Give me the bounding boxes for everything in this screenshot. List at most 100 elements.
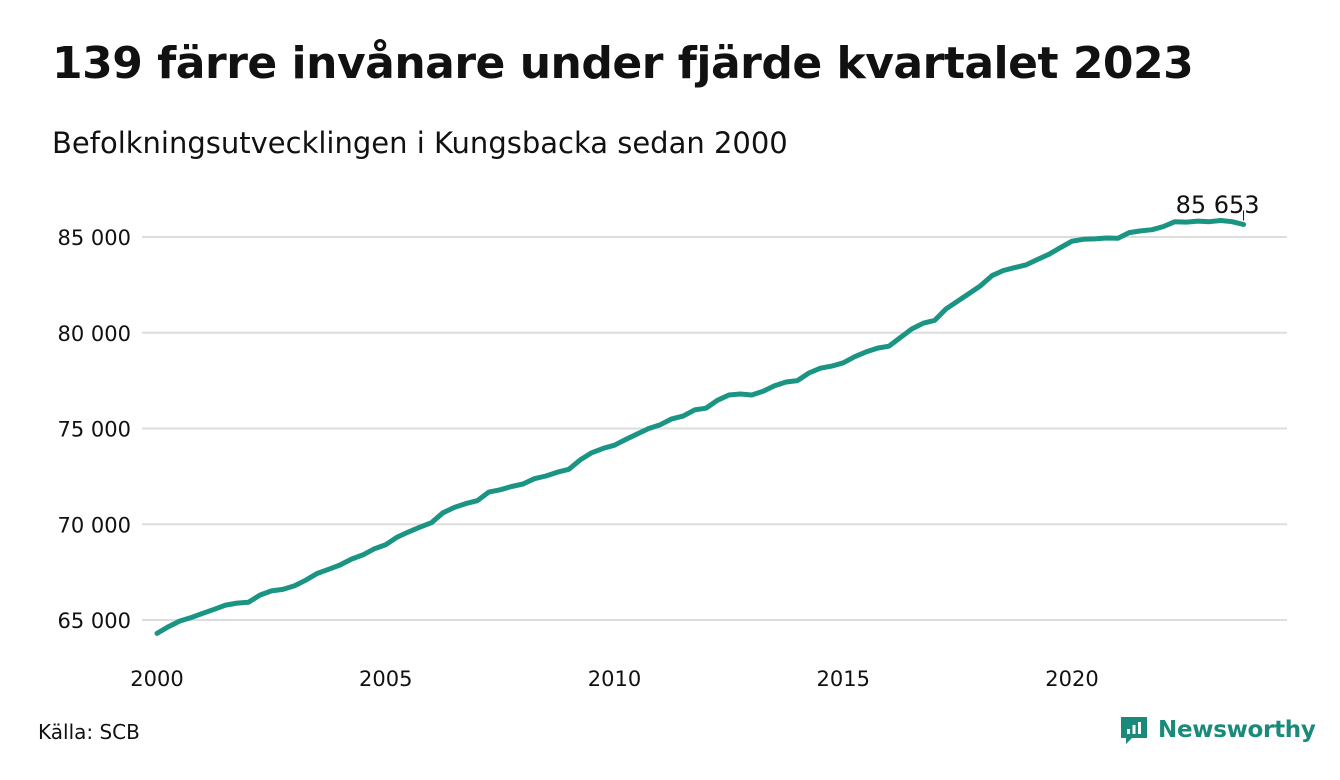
data-point (303, 578, 308, 583)
data-point (921, 321, 926, 326)
data-point (864, 349, 869, 354)
data-point (1001, 268, 1006, 273)
data-point (875, 346, 880, 351)
data-point (1230, 219, 1235, 224)
data-point (1172, 219, 1177, 224)
data-point (761, 389, 766, 394)
data-point (715, 398, 720, 403)
series-line (154, 218, 1247, 636)
data-point (509, 484, 514, 489)
data-point (578, 457, 583, 462)
last-value-annotation: 85 653 (1176, 191, 1260, 221)
data-point (1161, 224, 1166, 229)
data-point (1127, 230, 1132, 235)
data-point (795, 378, 800, 383)
data-point (543, 473, 548, 478)
data-point (406, 529, 411, 534)
data-point (772, 383, 777, 388)
data-point (1150, 227, 1155, 232)
data-point (978, 283, 983, 288)
data-point (280, 587, 285, 592)
data-point (521, 482, 526, 487)
y-axis-tick-labels: 65 000 70 000 75 000 80 000 85 000 (58, 226, 131, 633)
data-point (646, 426, 651, 431)
data-point (1195, 219, 1200, 224)
y-tick-label: 75 000 (58, 418, 131, 442)
annotation-label: 85 653 (1176, 191, 1260, 219)
data-point (383, 542, 388, 547)
y-tick-label: 65 000 (58, 609, 131, 633)
data-point (1047, 252, 1052, 257)
data-point (555, 470, 560, 475)
data-point (955, 299, 960, 304)
data-point (440, 510, 445, 515)
data-point (155, 631, 160, 636)
x-tick-label: 2010 (588, 667, 641, 691)
data-point (909, 326, 914, 331)
data-point (738, 392, 743, 397)
data-point (818, 366, 823, 371)
data-point (944, 306, 949, 311)
data-point (658, 422, 663, 427)
data-point (326, 567, 331, 572)
data-point (1081, 237, 1086, 242)
data-point (269, 588, 274, 593)
data-point (967, 291, 972, 296)
x-axis-tick-labels: 2000 2005 2010 2015 2020 (130, 667, 1098, 691)
data-point (372, 546, 377, 551)
data-point (200, 611, 205, 616)
data-point (246, 600, 251, 605)
data-point (429, 520, 434, 525)
data-point (887, 344, 892, 349)
data-point (1241, 222, 1246, 227)
data-point (223, 603, 228, 608)
data-point (360, 552, 365, 557)
data-point (212, 607, 217, 612)
data-point (475, 498, 480, 503)
data-point (1138, 228, 1143, 233)
chart-subtitle: Befolkningsutvecklingen i Kungsbacka sed… (52, 126, 788, 160)
data-point (612, 443, 617, 448)
data-point (1070, 239, 1075, 244)
data-point (1115, 236, 1120, 241)
data-point (1024, 262, 1029, 267)
newsworthy-chart-bubble-icon (1121, 717, 1147, 744)
data-point (601, 446, 606, 451)
data-point (669, 416, 674, 421)
x-tick-label: 2000 (130, 667, 183, 691)
data-point (566, 467, 571, 472)
data-point (726, 392, 731, 397)
data-point (315, 571, 320, 576)
data-point (681, 414, 686, 419)
data-point (898, 335, 903, 340)
data-point (806, 370, 811, 375)
grid-lines (142, 236, 1287, 621)
x-tick-label: 2020 (1045, 667, 1098, 691)
x-tick-label: 2015 (817, 667, 870, 691)
data-point (1012, 265, 1017, 270)
data-point (692, 407, 697, 412)
x-tick-label: 2005 (359, 667, 412, 691)
data-point (1092, 236, 1097, 241)
y-tick-label: 80 000 (58, 322, 131, 346)
population-series (154, 218, 1247, 636)
data-point (989, 273, 994, 278)
data-point (623, 437, 628, 442)
chart-title: 139 färre invånare under fjärde kvartale… (52, 38, 1194, 89)
data-point (932, 318, 937, 323)
data-point (452, 505, 457, 510)
y-tick-label: 85 000 (58, 226, 131, 250)
data-point (486, 490, 491, 495)
data-point (829, 364, 834, 369)
data-point (177, 618, 182, 623)
data-point (704, 406, 709, 411)
newsworthy-logo[interactable]: Newsworthy (1118, 714, 1316, 746)
data-point (166, 624, 171, 629)
data-point (349, 557, 354, 562)
data-point (395, 535, 400, 540)
data-point (852, 354, 857, 359)
data-point (189, 615, 194, 620)
data-point (418, 525, 423, 530)
data-point (841, 360, 846, 365)
